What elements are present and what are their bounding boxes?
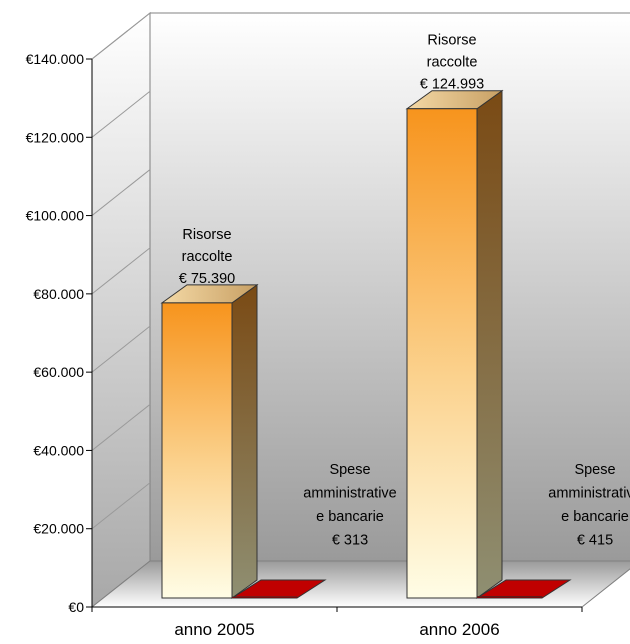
- data-label: Spese: [329, 462, 370, 478]
- gridline: [91, 247, 151, 295]
- gridline: [91, 90, 151, 138]
- gridlines: [91, 12, 151, 530]
- gridline: [91, 482, 151, 530]
- bar: [230, 579, 327, 599]
- data-label: Risorse: [182, 227, 231, 243]
- x-tick-label: anno 2006: [419, 620, 499, 639]
- bar-front: [161, 302, 233, 599]
- x-axis: anno 2005 anno 2006: [91, 606, 583, 639]
- data-label: € 415: [577, 533, 613, 549]
- y-tick-label: €120.000: [26, 129, 85, 145]
- bar-front: [406, 108, 478, 599]
- data-label: € 313: [332, 533, 368, 549]
- left-wall: [91, 11, 151, 609]
- bar: [160, 283, 259, 599]
- y-tick-label: €80.000: [33, 286, 84, 302]
- x-tick-label: anno 2005: [174, 620, 254, 639]
- gridline: [91, 169, 151, 216]
- y-tick-label: €100.000: [26, 208, 85, 224]
- gridline: [91, 325, 151, 373]
- data-label: raccolte: [182, 249, 233, 265]
- data-label: e bancarie: [316, 509, 384, 525]
- bar: [405, 89, 504, 599]
- y-tick-label: €20.000: [33, 521, 84, 537]
- bar-front: [231, 596, 298, 599]
- data-label: e bancarie: [561, 509, 629, 525]
- y-tick-label: €0: [68, 599, 84, 615]
- bar-side: [231, 283, 258, 599]
- data-label: € 124.993: [420, 77, 485, 93]
- data-labels: Risorse raccolte € 75.390 Spese amministrati…: [179, 33, 630, 549]
- gridline: [91, 12, 151, 60]
- data-label: € 75.390: [179, 271, 235, 287]
- y-tick-label: €60.000: [33, 364, 84, 380]
- bars: [160, 89, 572, 599]
- bar-side: [476, 89, 503, 599]
- data-label: amministrative: [548, 486, 630, 502]
- y-tick-label: €140.000: [26, 51, 85, 67]
- y-tick-label: €40.000: [33, 442, 84, 458]
- data-label: amministrative: [303, 486, 396, 502]
- data-label: raccolte: [427, 55, 478, 71]
- bar: [475, 579, 572, 599]
- gridline: [91, 404, 151, 451]
- bar-front: [476, 596, 543, 599]
- data-label: Spese: [574, 462, 615, 478]
- data-label: Risorse: [427, 33, 476, 49]
- y-axis: €0 €20.000 €40.000 €60.000 €80.000 €100.000 €1…: [26, 51, 93, 615]
